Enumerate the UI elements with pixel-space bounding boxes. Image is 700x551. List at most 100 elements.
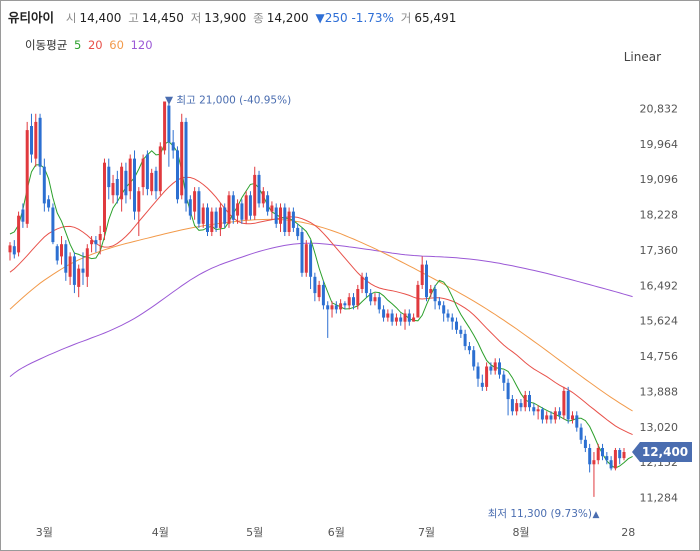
candle — [532, 403, 536, 416]
candle-body — [356, 289, 360, 306]
candle — [459, 325, 463, 338]
candle-body — [158, 146, 162, 192]
candle-body — [150, 172, 154, 192]
candle — [433, 284, 437, 310]
candle — [369, 289, 373, 306]
candle-body — [545, 415, 549, 420]
date-axis: 3월 4월 5월 6월 7월 8월 28 — [36, 526, 636, 539]
x-tick-label: 6월 — [328, 526, 345, 539]
candle — [111, 174, 115, 204]
candle — [176, 146, 179, 204]
candle — [163, 101, 167, 155]
candle-body — [321, 284, 325, 306]
candle-body — [21, 209, 25, 222]
candle — [68, 252, 72, 285]
y-tick-label: 19,964 — [640, 138, 679, 151]
candle-body — [622, 452, 626, 459]
candle — [571, 411, 574, 424]
candle — [596, 443, 600, 465]
high-label: 고 — [128, 11, 139, 25]
candle — [382, 305, 386, 322]
scale-toggle-button[interactable]: Linear — [623, 50, 661, 64]
candle — [476, 362, 480, 387]
candle-body — [528, 395, 531, 408]
candle — [609, 456, 613, 471]
y-tick-label: 13,888 — [640, 385, 679, 398]
candle — [34, 113, 38, 167]
candle — [334, 301, 338, 314]
candle-body — [287, 211, 291, 232]
candle-body — [498, 362, 501, 375]
candle-body — [218, 207, 222, 228]
candle-body — [85, 248, 89, 277]
candle-body — [12, 246, 16, 255]
close-label: 종 — [253, 11, 264, 25]
candle-body — [575, 415, 579, 428]
candle — [81, 252, 85, 285]
candle — [442, 301, 446, 322]
candle — [446, 309, 450, 322]
candle — [107, 158, 111, 200]
ma-legend-20: 20 — [87, 38, 103, 52]
candle — [558, 407, 562, 420]
candle — [201, 203, 205, 228]
ma60-line — [9, 218, 633, 412]
candle-body — [223, 207, 227, 224]
candle — [579, 423, 583, 444]
candle-body — [420, 264, 424, 285]
candle — [85, 244, 89, 287]
candle-body — [257, 174, 261, 204]
candle-body — [601, 448, 604, 457]
candle-body — [274, 207, 278, 224]
candle-body — [304, 244, 308, 273]
ma-legend-60: 60 — [109, 38, 124, 52]
candle — [94, 236, 98, 253]
candle-body — [437, 301, 441, 306]
candle-body — [111, 183, 115, 196]
candle — [399, 313, 403, 326]
change-value: ▼250 -1.73% — [315, 11, 394, 25]
candle — [145, 150, 149, 196]
candle — [25, 121, 29, 228]
candle — [339, 299, 343, 314]
candle — [450, 313, 454, 330]
candle-body — [373, 297, 377, 302]
candle — [261, 187, 265, 208]
x-tick-label: 8월 — [512, 526, 529, 539]
candle — [463, 329, 467, 351]
candle-body — [197, 191, 201, 224]
candle — [515, 399, 519, 416]
ma-legend-5: 5 — [73, 38, 82, 52]
low-label: 저 — [190, 11, 202, 25]
high-annotation: ▼ 최고 21,000 (-40.95%) — [165, 95, 291, 107]
candle — [485, 362, 489, 391]
candle — [223, 203, 227, 228]
candle-body — [248, 195, 252, 216]
candle-body — [8, 245, 12, 253]
candle-body — [519, 403, 523, 408]
candle-body — [583, 439, 587, 448]
candle — [480, 374, 484, 391]
candle — [386, 309, 390, 322]
x-tick-label: 28 — [621, 526, 635, 539]
candle-body — [476, 366, 480, 379]
candle-body — [17, 215, 21, 253]
candle-body — [60, 244, 63, 257]
candle-body — [163, 101, 167, 151]
candle — [188, 195, 192, 220]
candle — [270, 201, 274, 220]
candle — [244, 191, 248, 224]
y-tick-label: 17,360 — [640, 244, 679, 257]
candle-body — [343, 303, 347, 306]
candle — [55, 244, 59, 265]
candle-body — [64, 244, 68, 273]
candle — [592, 452, 596, 497]
candle-body — [403, 313, 407, 322]
ma120-line — [9, 242, 633, 377]
candle-body — [485, 366, 489, 387]
ma-legend[interactable]: 이동평균 5 20 60 120 — [25, 37, 156, 53]
candle-body — [390, 313, 394, 322]
x-tick-label: 5월 — [246, 526, 263, 539]
candle-body — [613, 450, 617, 469]
